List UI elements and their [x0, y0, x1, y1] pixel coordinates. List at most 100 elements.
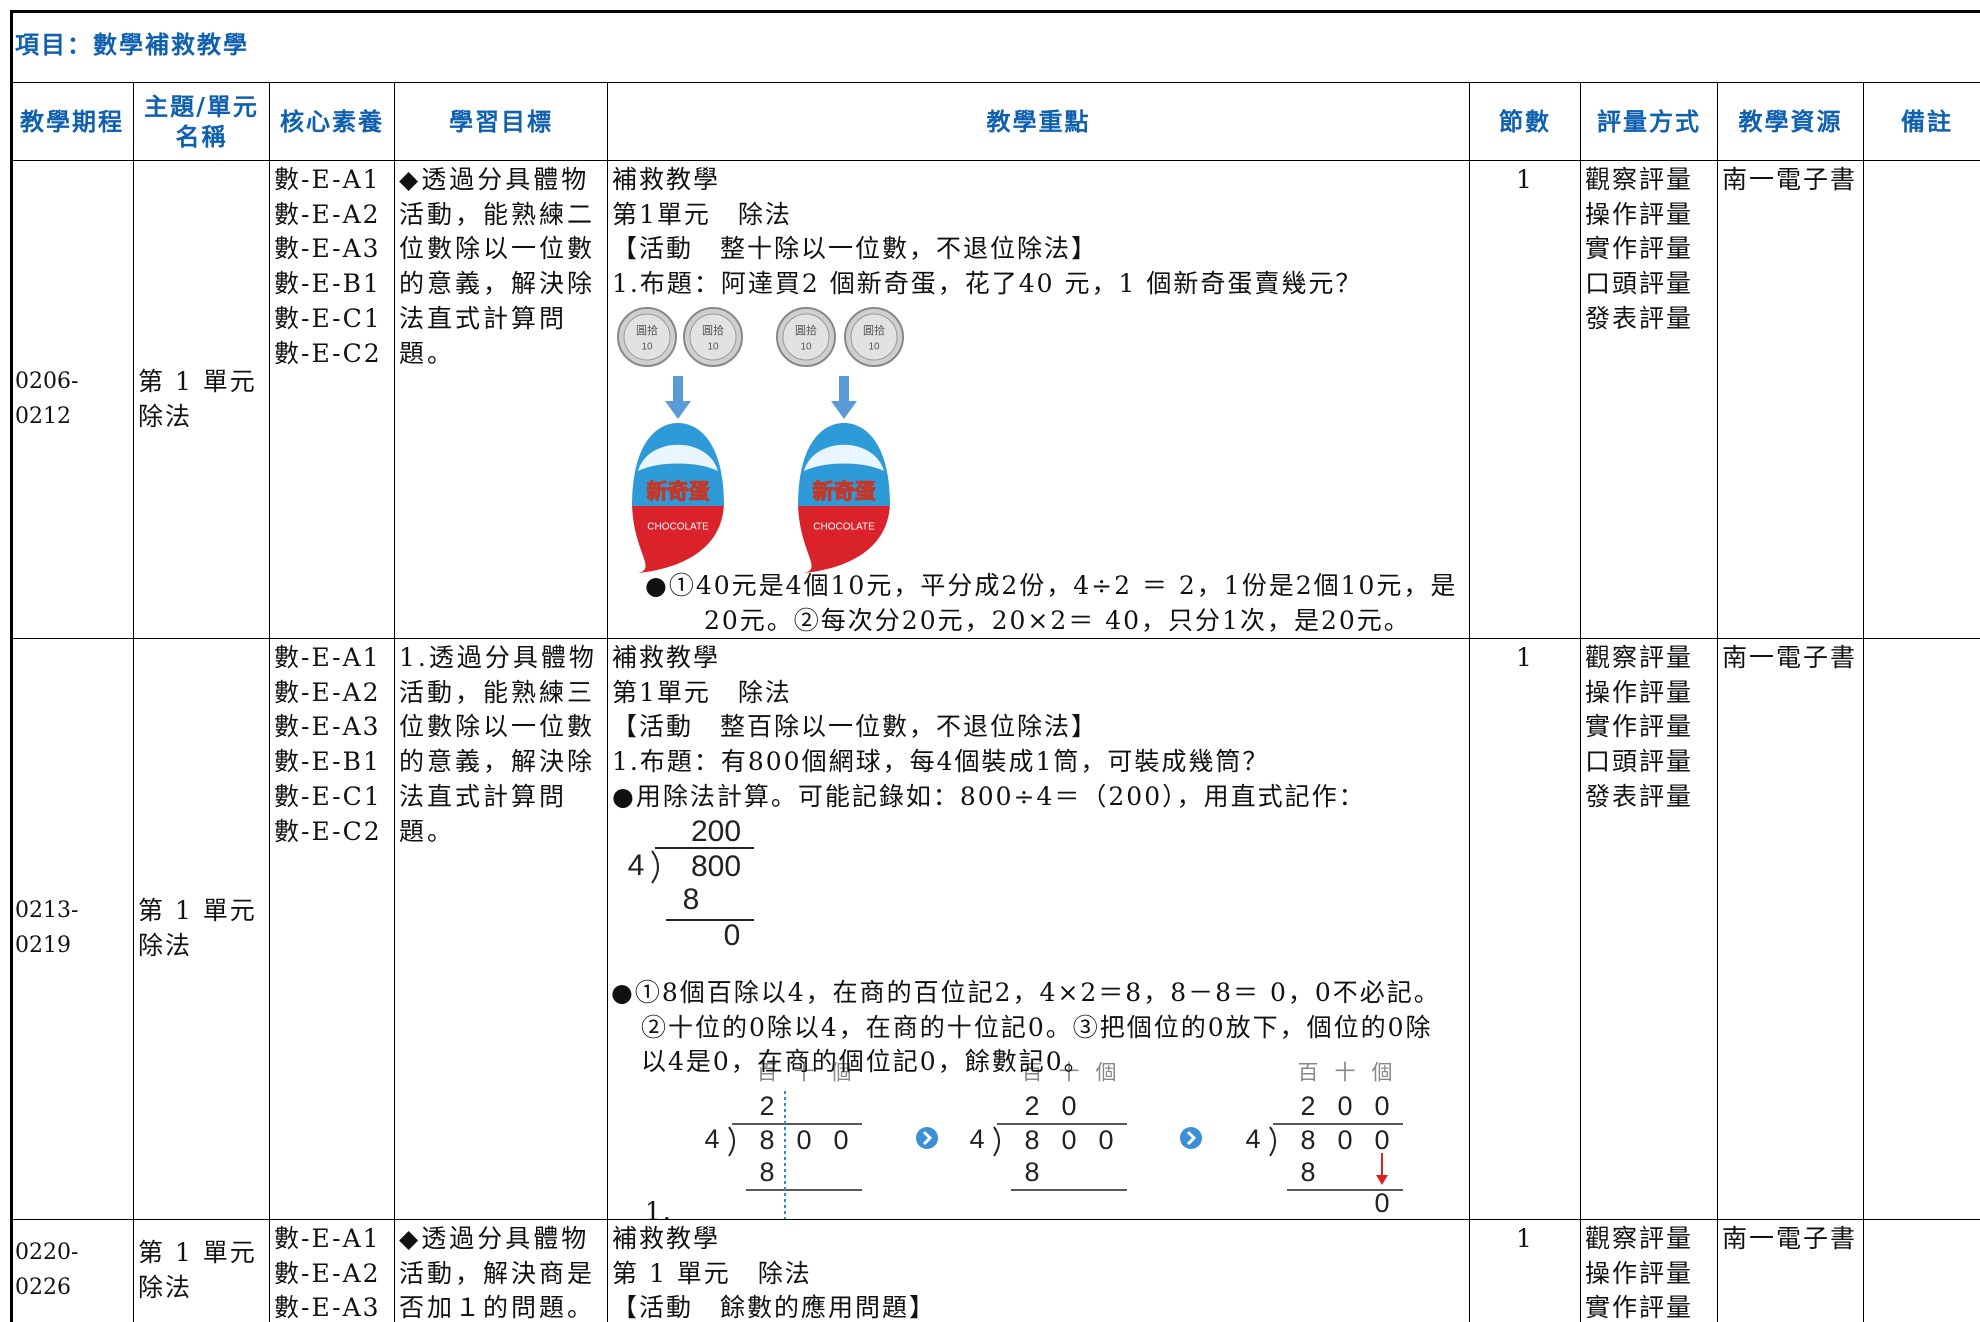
- col-header: 教學重點: [607, 82, 1469, 160]
- coin-inner: [850, 313, 898, 361]
- divisor: 4: [1245, 1124, 1260, 1154]
- product: 8: [683, 883, 700, 916]
- col-header: 主題/單元 名稱: [133, 82, 269, 160]
- focus-line: 補救教學: [612, 1224, 721, 1253]
- competency: 數-E-B1: [274, 747, 381, 777]
- dividend-digit: 8: [1300, 1125, 1315, 1155]
- divisor: 4: [628, 849, 645, 882]
- competency: 數-E-A3: [274, 712, 381, 742]
- focus-line: 【活動 餘數的應用問題】: [612, 1293, 937, 1322]
- col-header: 教學資源: [1717, 82, 1863, 160]
- sessions-cell: 1: [1469, 160, 1580, 638]
- competency: 數-E-A2: [274, 199, 381, 229]
- assessment: 觀察評量: [1585, 643, 1694, 672]
- arrow: [673, 376, 683, 402]
- competency-cell: 數-E-A1 數-E-A2 數-E-A3: [269, 1219, 394, 1322]
- competency: 數-E-A1: [274, 165, 381, 194]
- notes-cell: [1863, 1219, 1980, 1322]
- unit: 第 1 單元: [138, 896, 257, 926]
- assessment: 口頭評量: [1585, 747, 1694, 777]
- focus-line: 1.布題：有800個網球，每4個裝成1筒，可裝成幾筒？: [612, 747, 1270, 777]
- egg-bottom: [632, 501, 724, 573]
- quotient-digit: 0: [1374, 1091, 1389, 1121]
- notes-cell: [1863, 160, 1980, 638]
- egg-shine: [638, 444, 718, 471]
- focus-line: ●用除法計算。可能記錄如：800÷4＝（200），用直式記作：: [612, 781, 1366, 811]
- sessions-cell: 1: [1469, 1219, 1580, 1322]
- dividend-digit: 0: [1061, 1125, 1076, 1155]
- focus-line: 1.布題：阿達買2 個新奇蛋，花了40 元，1 個新奇蛋賣幾元？: [612, 269, 1363, 299]
- assessment: 實作評量: [1585, 234, 1694, 264]
- step-arrow: [916, 1127, 938, 1149]
- arrow: [665, 401, 691, 419]
- frame: [10, 10, 1980, 1322]
- assessment: 實作評量: [1585, 712, 1694, 742]
- coin-text: 10: [868, 342, 880, 353]
- egg-top: [798, 423, 890, 506]
- figure: 圓拾 10 圓拾 10 圓拾 10 圓拾 10 新奇蛋 CHOCOLATE 新奇蛋 CHOCOLATE: [617, 307, 904, 573]
- resource-cell: 南一電子書: [1717, 1219, 1863, 1322]
- product: 8: [1300, 1157, 1315, 1187]
- dividend-digit: 0: [1374, 1125, 1389, 1155]
- objective-cell: 1.透過分具體物活動，能熟練三位數除以一位數的意義，解決除法直式計算問題。: [394, 638, 607, 1219]
- assessment: 實作評量: [1585, 1293, 1694, 1322]
- competency-cell: 數-E-A1 數-E-A2 數-E-A3 數-E-B1 數-E-C1 數-E-C2: [269, 638, 394, 1219]
- competency: 數-E-C2: [274, 816, 382, 846]
- assessment: 操作評量: [1585, 199, 1694, 229]
- period-cell: 0206-0212: [10, 160, 133, 638]
- unit: 第 1 單元: [138, 366, 257, 396]
- dividend-digit: 8: [759, 1125, 774, 1155]
- assessment-cell: 觀察評量操作評量實作評量口頭評量發表評量: [1580, 638, 1717, 1219]
- focus-note: ●①40元是4個10元，平分成2份，4÷2 ＝ 2，1份是2個10元，是20元。…: [645, 571, 1458, 635]
- quotient: 200: [691, 815, 741, 848]
- coin-inner: [623, 313, 671, 361]
- divisor: 4: [969, 1124, 984, 1154]
- sessions-cell: 1: [1469, 638, 1580, 1219]
- col-header: 核心素養: [269, 82, 394, 160]
- assessment: 操作評量: [1585, 677, 1694, 707]
- unit-cell: 第 1 單元 除法: [133, 1219, 269, 1322]
- unit-cell: 第 1 單元 除法: [133, 638, 269, 1219]
- sessions: 1: [1516, 643, 1534, 672]
- competency: 數-E-A2: [274, 677, 381, 707]
- period: 0220-0226: [15, 1240, 79, 1300]
- competency: 數-E-C1: [274, 781, 382, 811]
- arrow: [839, 376, 849, 402]
- quotient-digit: 2: [1300, 1091, 1315, 1121]
- col-header: 備註: [1863, 82, 1980, 160]
- objective-cell: ◆透過分具體物活動，解決商是否加１的問題。: [394, 1219, 607, 1322]
- sessions: 1: [1516, 1224, 1534, 1253]
- objective-cell: ◆透過分具體物活動，能熟練二位數除以一位數的意義，解決除法直式計算問題。: [394, 160, 607, 638]
- period: 0213-0219: [15, 898, 79, 958]
- assessment: 操作評量: [1585, 1258, 1694, 1288]
- focus-line: 【活動 整百除以一位數，不退位除法】: [612, 712, 1099, 742]
- focus-cell: 補救教學 第1單元 除法 【活動 整百除以一位數，不退位除法】 1.布題：有800個網…: [607, 638, 1469, 1219]
- resource-cell: 南一電子書: [1717, 160, 1863, 638]
- quotient-digit: 2: [759, 1091, 774, 1121]
- egg-top: [632, 423, 724, 506]
- dividend-digit: 8: [1024, 1125, 1039, 1155]
- coin-text: 圓拾: [702, 323, 724, 337]
- bracket: [1269, 1126, 1276, 1157]
- period: 0206-0212: [15, 368, 79, 429]
- resource-cell: 南一電子書: [1717, 638, 1863, 1219]
- coin-text: 圓拾: [636, 323, 658, 337]
- assessment: 發表評量: [1585, 781, 1694, 811]
- focus-line: 【活動 整十除以一位數，不退位除法】: [612, 234, 1099, 264]
- focus-tail: 1.: [645, 1197, 673, 1219]
- competency: 數-E-C1: [274, 303, 382, 333]
- assessment-cell: 觀察評量 操作評量 實作評量 口頭評量 發表評量: [1580, 160, 1717, 638]
- objective: 1.透過分具體物活動，能熟練三位數除以一位數的意義，解決除法直式計算問題。: [399, 643, 597, 846]
- sessions: 1: [1516, 165, 1534, 194]
- egg-label: 新奇蛋: [647, 480, 710, 504]
- dividend: 800: [691, 850, 741, 883]
- bracket: [728, 1126, 735, 1157]
- competency: 數-E-B1: [274, 269, 381, 299]
- competency: 數-E-A1: [274, 1224, 381, 1253]
- unit: 除法: [138, 401, 193, 431]
- col-header-line: 主題/單元: [144, 91, 259, 121]
- coin-text: 圓拾: [863, 323, 885, 337]
- coin-text: 10: [800, 342, 812, 353]
- resource: 南一電子書: [1722, 643, 1858, 672]
